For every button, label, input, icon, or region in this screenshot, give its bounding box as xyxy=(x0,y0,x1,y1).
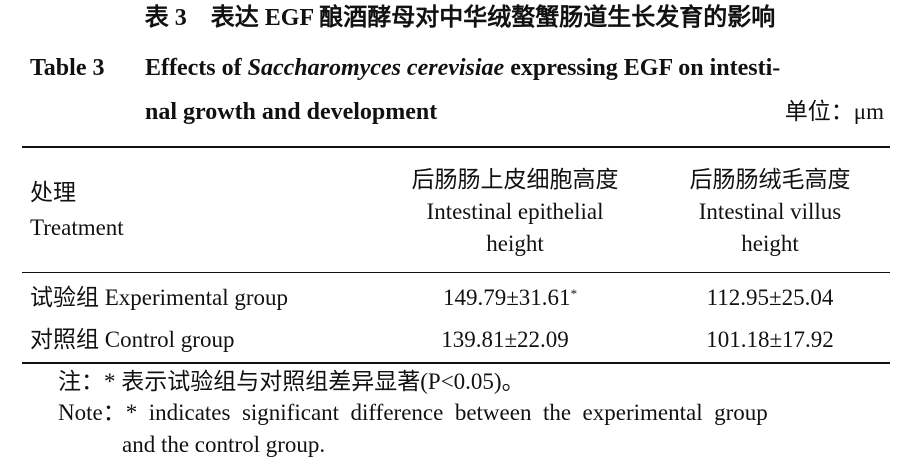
unit: 单位：μm xyxy=(784,99,884,124)
note: Note：* indicates significant difference … xyxy=(58,400,768,425)
title-cn: 表 3 表达 EGF 酿酒酵母对中华绒螯蟹肠道生长发育的影响 xyxy=(144,5,776,31)
cell: 112.95±25.04 xyxy=(706,285,834,310)
table-label: Table 3 xyxy=(30,55,105,81)
header-cn: 后肠肠上皮细胞高度 xyxy=(411,167,619,192)
top-rule xyxy=(22,146,890,148)
bottom-rule xyxy=(22,362,890,364)
header-cn: 处理 xyxy=(30,180,76,205)
row-label: 对照组 Control group xyxy=(30,327,235,352)
note: and the control group. xyxy=(122,432,326,457)
header-en: Intestinal epithelial xyxy=(426,199,604,224)
cell: 101.18±17.92 xyxy=(706,327,834,352)
cell: 149.79±31.61* xyxy=(443,283,577,313)
title-en-line2: nal growth and development xyxy=(145,99,438,125)
header-cn: 后肠肠绒毛高度 xyxy=(689,167,851,192)
title-en-part: Effects of xyxy=(145,55,248,81)
header-en: Intestinal villus xyxy=(698,199,842,224)
mid-rule xyxy=(22,272,890,273)
title-en-part: expressing EGF on intesti- xyxy=(504,55,781,81)
header-en: Treatment xyxy=(30,215,124,240)
header-en: height xyxy=(486,231,544,256)
cell-value: 149.79±31.61 xyxy=(442,285,571,310)
header-en: height xyxy=(741,231,799,256)
cell: 139.81±22.09 xyxy=(441,327,569,352)
significance-mark: * xyxy=(570,286,578,301)
row-label: 试验组 Experimental group xyxy=(30,285,289,310)
title-en-species: Saccharomyces cerevisiae xyxy=(247,55,505,81)
title-en-line1: Effects of Saccharomyces cerevisiae expr… xyxy=(145,53,780,83)
note: 注：* 表示试验组与对照组差异显著(P<0.05)。 xyxy=(58,369,525,394)
